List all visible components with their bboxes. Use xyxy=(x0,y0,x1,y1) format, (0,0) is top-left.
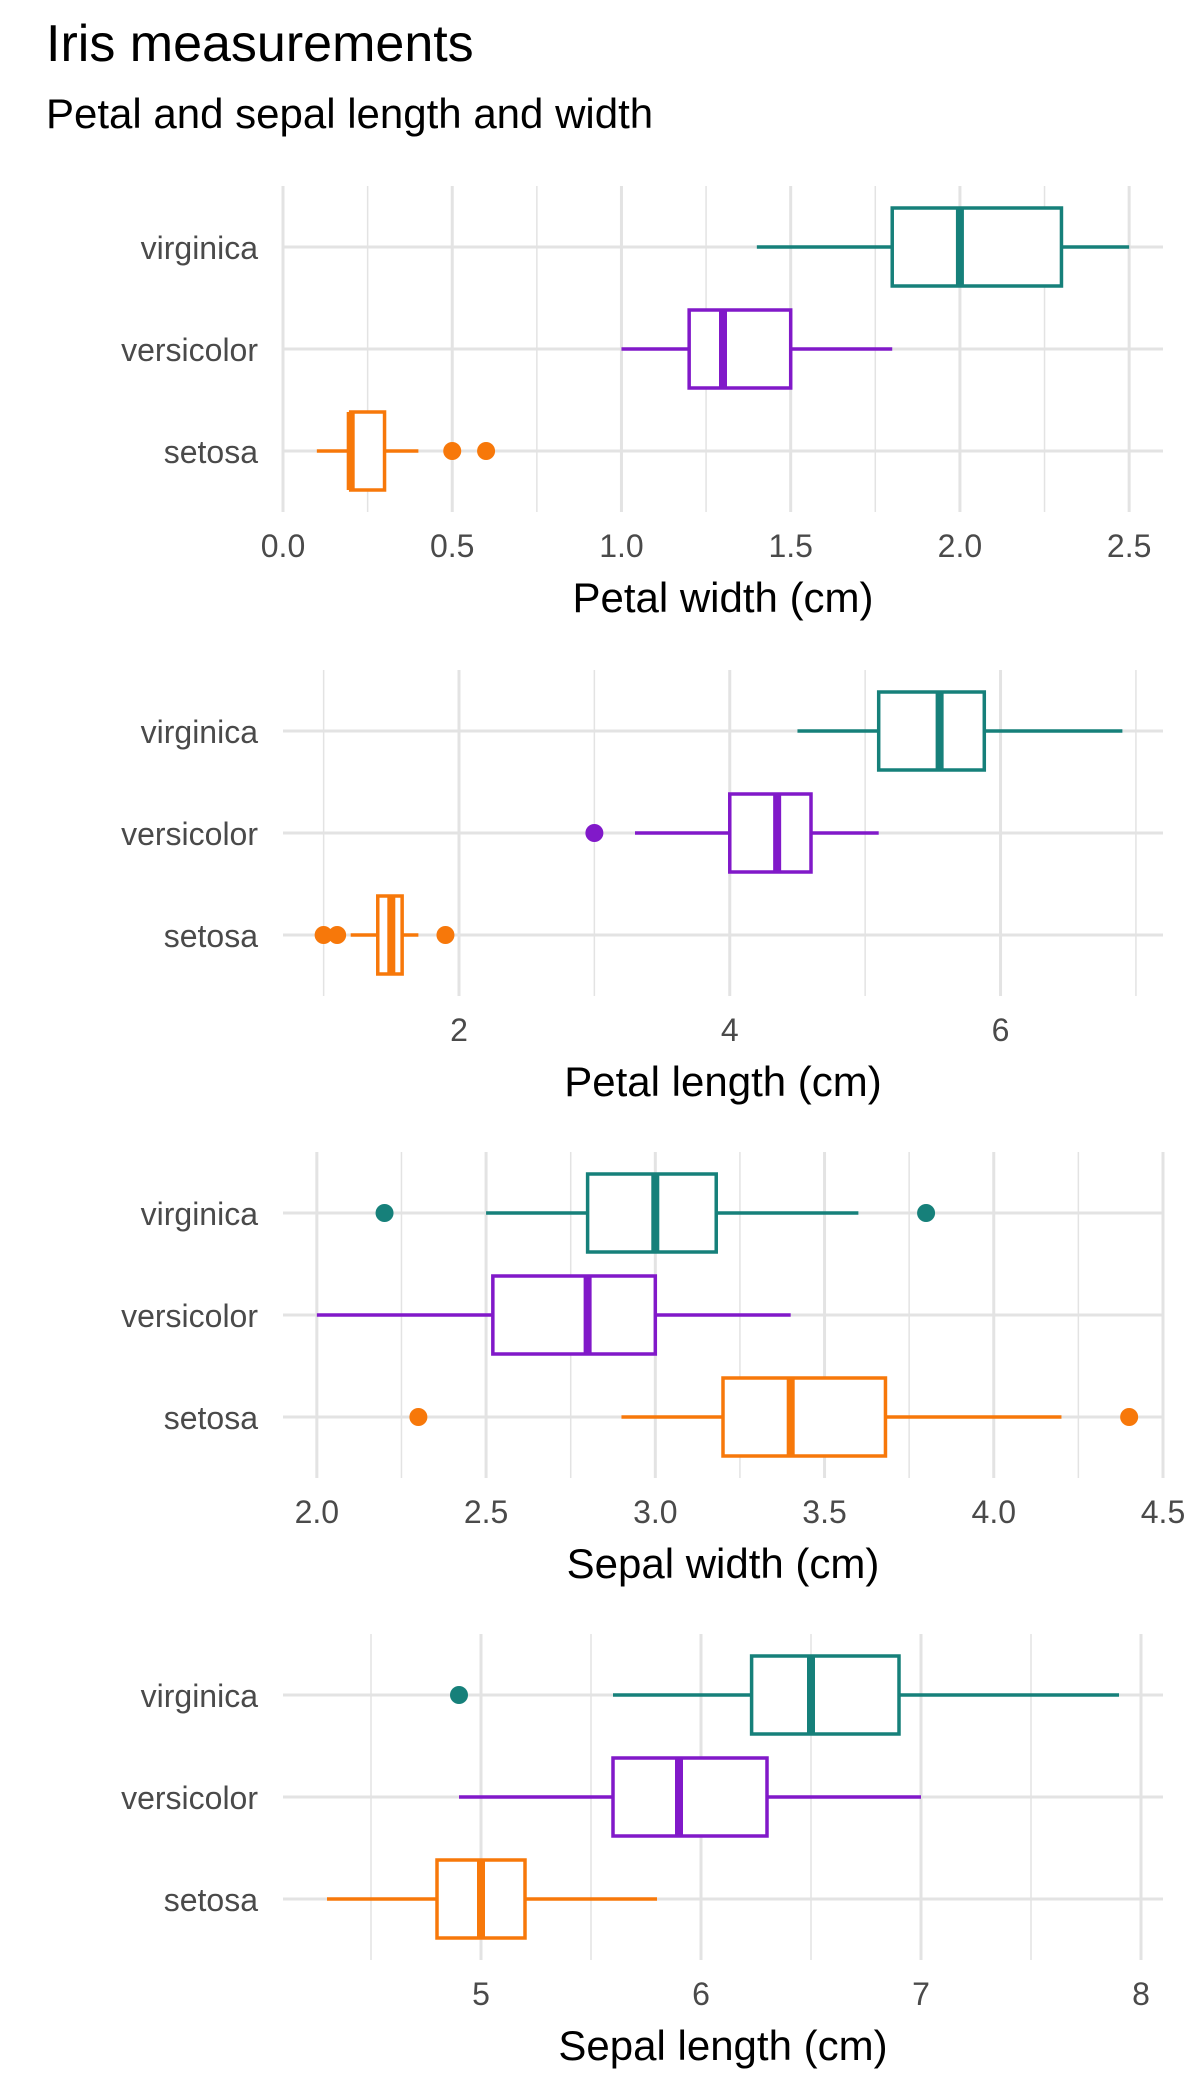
tick-label: 7 xyxy=(912,1976,930,2012)
box-iqr xyxy=(721,1376,888,1458)
category-label: virginica xyxy=(141,1196,259,1232)
tick-label: 1.0 xyxy=(599,528,643,564)
tick-label: 3.5 xyxy=(802,1494,846,1530)
outlier-point xyxy=(585,824,604,842)
category-label: virginica xyxy=(141,714,259,750)
box-iqr xyxy=(611,1756,769,1838)
chart-title: Iris measurements xyxy=(46,15,474,73)
tick-label: 2 xyxy=(450,1012,468,1048)
outlier-point xyxy=(1120,1408,1139,1426)
axis-title: Petal width (cm) xyxy=(572,574,873,621)
chart-subtitle: Petal and sepal length and width xyxy=(46,90,654,137)
box-iqr xyxy=(491,1274,658,1356)
tick-label: 0.5 xyxy=(430,528,474,564)
tick-label: 0.0 xyxy=(261,528,305,564)
box-iqr xyxy=(749,1654,901,1736)
tick-label: 1.5 xyxy=(768,528,812,564)
category-label: versicolor xyxy=(121,1780,258,1816)
tick-label: 2.0 xyxy=(295,1494,339,1530)
tick-label: 4 xyxy=(721,1012,739,1048)
category-label: versicolor xyxy=(121,332,258,368)
box-iqr xyxy=(348,410,387,492)
tick-label: 3.0 xyxy=(633,1494,677,1530)
category-label: setosa xyxy=(164,1400,258,1436)
category-label: virginica xyxy=(141,1678,259,1714)
outlier-point xyxy=(409,1408,428,1426)
tick-label: 8 xyxy=(1132,1976,1150,2012)
category-label: versicolor xyxy=(121,816,258,852)
axis-title: Petal length (cm) xyxy=(564,1058,881,1105)
outlier-point xyxy=(328,926,347,944)
category-label: setosa xyxy=(164,434,258,470)
outlier-point xyxy=(450,1686,468,1704)
category-label: versicolor xyxy=(121,1298,258,1334)
category-label: setosa xyxy=(164,918,258,954)
tick-label: 2.5 xyxy=(1107,528,1151,564)
outlier-point xyxy=(314,926,333,944)
tick-label: 4.5 xyxy=(1141,1494,1185,1530)
tick-label: 6 xyxy=(992,1012,1010,1048)
outlier-point xyxy=(443,442,462,460)
axis-title: Sepal width (cm) xyxy=(567,1540,880,1587)
box-iqr xyxy=(728,792,813,874)
box-iqr xyxy=(876,690,987,772)
tick-label: 6 xyxy=(692,1976,710,2012)
tick-label: 2.0 xyxy=(938,528,982,564)
category-label: setosa xyxy=(164,1882,258,1918)
tick-label: 5 xyxy=(472,1976,490,2012)
outlier-point xyxy=(375,1204,394,1222)
box-iqr xyxy=(687,308,793,390)
category-label: virginica xyxy=(141,230,259,266)
outlier-point xyxy=(477,442,496,460)
outlier-point xyxy=(436,926,455,944)
tick-label: 4.0 xyxy=(972,1494,1016,1530)
box-iqr xyxy=(890,206,1064,288)
axis-title: Sepal length (cm) xyxy=(558,2022,887,2069)
tick-label: 2.5 xyxy=(464,1494,508,1530)
outlier-point xyxy=(917,1204,936,1222)
